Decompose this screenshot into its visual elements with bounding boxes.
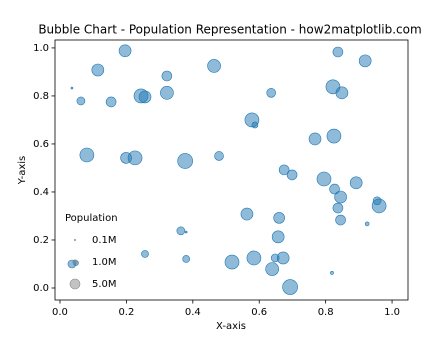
bubble	[316, 171, 332, 187]
y-axis-label: Y-axis	[17, 156, 28, 186]
bubble	[330, 270, 334, 275]
x-tick-label: 0.6	[251, 307, 267, 318]
bubble	[160, 85, 174, 100]
bubble	[278, 164, 290, 176]
bubble	[276, 251, 290, 265]
legend-label: 5.0M	[92, 279, 117, 290]
bubble	[176, 226, 186, 236]
bubble	[207, 59, 221, 73]
plot-frame	[54, 39, 409, 301]
bubble	[127, 150, 143, 166]
bubble	[326, 128, 342, 144]
bubble	[214, 151, 224, 161]
y-tick-label: 0.6	[33, 139, 49, 150]
bubble	[240, 207, 254, 221]
bubble	[265, 262, 279, 276]
bubble	[79, 147, 95, 163]
legend-label: 1.0M	[92, 257, 117, 268]
bubble	[335, 86, 349, 100]
bubble	[358, 54, 372, 68]
bubble	[371, 198, 387, 214]
bubble	[182, 255, 191, 263]
x-tick-label: 0.8	[318, 307, 334, 318]
bubble	[282, 279, 298, 295]
bubble	[161, 70, 173, 82]
bubble	[177, 153, 193, 169]
x-tick-label: 0.4	[185, 307, 201, 318]
bubble	[246, 250, 262, 266]
bubble	[251, 121, 259, 129]
bubble	[76, 96, 86, 106]
bubble	[91, 63, 105, 77]
bubble	[184, 230, 188, 234]
bubble	[329, 183, 340, 195]
bubble	[332, 46, 344, 58]
bubble	[335, 214, 346, 226]
y-tick-label: 0.4	[33, 187, 49, 198]
bubble	[105, 96, 117, 108]
legend-marker	[69, 278, 81, 290]
bubble	[349, 176, 363, 190]
bubble	[308, 132, 322, 146]
x-tick-label: 0.2	[118, 307, 134, 318]
legend-marker	[72, 259, 78, 265]
bubble	[286, 169, 298, 181]
bubble	[332, 202, 344, 214]
bubble	[273, 212, 285, 224]
bubble	[141, 250, 149, 258]
x-axis-label: X-axis	[216, 321, 246, 332]
bubble	[266, 88, 276, 98]
bubble	[138, 90, 152, 104]
x-tick-label: 0.0	[52, 307, 68, 318]
bubble	[334, 190, 347, 204]
bubble	[118, 44, 132, 58]
x-tick-label: 1.0	[384, 307, 400, 318]
chart-title: Bubble Chart - Population Representation…	[38, 23, 421, 37]
y-tick-label: 0.8	[33, 91, 49, 102]
bubble	[364, 221, 370, 227]
bubble	[70, 86, 74, 90]
bubble	[224, 254, 240, 270]
legend-marker	[73, 238, 77, 242]
legend-label: 0.1M	[92, 235, 117, 246]
y-tick-label: 0.0	[33, 283, 49, 294]
legend-title: Population	[65, 213, 118, 224]
y-tick-label: 1.0	[33, 43, 49, 54]
y-tick-label: 0.2	[33, 235, 49, 246]
bubble	[271, 230, 285, 244]
